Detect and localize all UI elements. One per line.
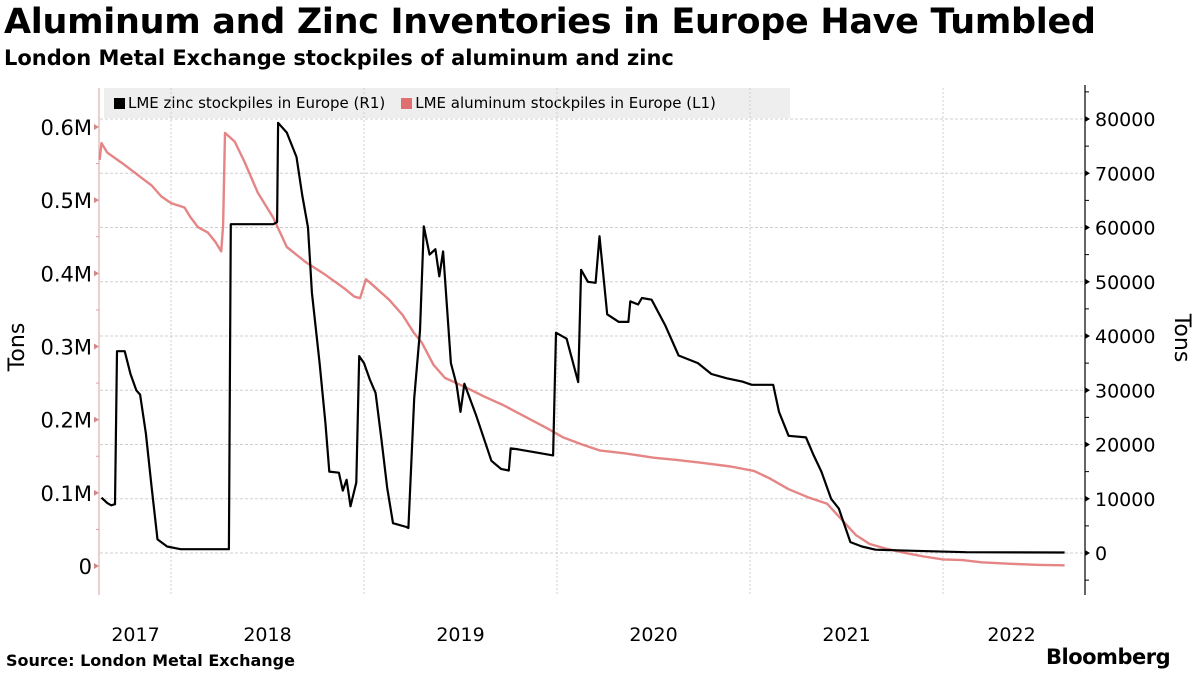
left-tick-mark — [94, 270, 99, 277]
right-tick-mark — [1085, 224, 1090, 231]
right-tick-label: 80000 — [1095, 109, 1155, 131]
right-tick-mark — [1085, 495, 1090, 502]
right-tick-mark — [1085, 170, 1090, 177]
series-lines — [98, 121, 1065, 567]
right-tick-label: 60000 — [1095, 218, 1155, 240]
legend-label-zinc: LME zinc stockpiles in Europe (R1) — [128, 94, 386, 112]
left-tick-label: 0.5M — [40, 189, 92, 213]
right-tick-mark — [1085, 441, 1090, 448]
left-tick-label: 0.4M — [40, 262, 92, 286]
left-tick-label: 0.3M — [40, 336, 92, 360]
right-tick-mark — [1085, 116, 1090, 122]
legend-swatch-zinc — [114, 97, 125, 109]
left-tick-mark — [94, 563, 99, 569]
zinc-line — [100, 121, 1065, 554]
chart-subtitle: London Metal Exchange stockpiles of alum… — [4, 46, 674, 70]
left-tick-mark — [94, 343, 99, 350]
right-tick-label: 10000 — [1095, 489, 1155, 511]
left-tick-label: 0 — [79, 555, 92, 579]
right-tick-mark — [1085, 387, 1090, 394]
legend: LME zinc stockpiles in Europe (R1) LME a… — [104, 88, 790, 118]
legend-swatch-aluminum — [401, 97, 413, 109]
x-tick-label: 2019 — [436, 624, 484, 646]
left-tick-label: 0.6M — [40, 116, 92, 140]
bloomberg-logo: Bloomberg — [1046, 645, 1171, 669]
right-tick-label: 20000 — [1095, 435, 1155, 457]
left-tick-mark — [94, 416, 99, 423]
left-tick-mark — [94, 197, 99, 204]
grid — [100, 88, 1083, 595]
right-tick-mark — [1085, 333, 1090, 339]
x-tick-label: 2021 — [822, 624, 870, 646]
right-tick-mark — [1085, 278, 1090, 285]
left-tick-mark — [94, 489, 99, 496]
legend-label-aluminum: LME aluminum stockpiles in Europe (L1) — [415, 94, 716, 112]
left-tick-mark — [94, 124, 99, 130]
right-axis-title: Tons — [1169, 313, 1194, 363]
x-tick-label: 2017 — [111, 624, 159, 646]
source-note: Source: London Metal Exchange — [6, 651, 295, 670]
aluminum-line — [98, 131, 1065, 567]
legend-item-aluminum[interactable]: LME aluminum stockpiles in Europe (L1) — [401, 94, 716, 112]
left-tick-label: 0.2M — [40, 409, 92, 433]
x-tick-label: 2022 — [987, 624, 1035, 646]
left-axis-title: Tons — [5, 323, 30, 373]
right-tick-mark — [1085, 550, 1090, 556]
right-tick-label: 70000 — [1095, 163, 1155, 185]
right-tick-label: 40000 — [1095, 326, 1155, 348]
axes: 0 0.1M 0.2M 0.3M 0.4M 0.5M 0.6M 0 10000 20000 3000… — [40, 85, 1155, 646]
legend-item-zinc[interactable]: LME zinc stockpiles in Europe (R1) — [114, 94, 385, 112]
right-tick-label: 30000 — [1095, 380, 1155, 402]
right-tick-label: 50000 — [1095, 272, 1155, 294]
right-tick-label: 0 — [1095, 543, 1107, 565]
x-tick-label: 2018 — [243, 624, 291, 646]
chart-title: Aluminum and Zinc Inventories in Europe … — [4, 2, 1096, 42]
x-tick-label: 2020 — [629, 624, 677, 646]
left-tick-label: 0.1M — [40, 482, 92, 506]
